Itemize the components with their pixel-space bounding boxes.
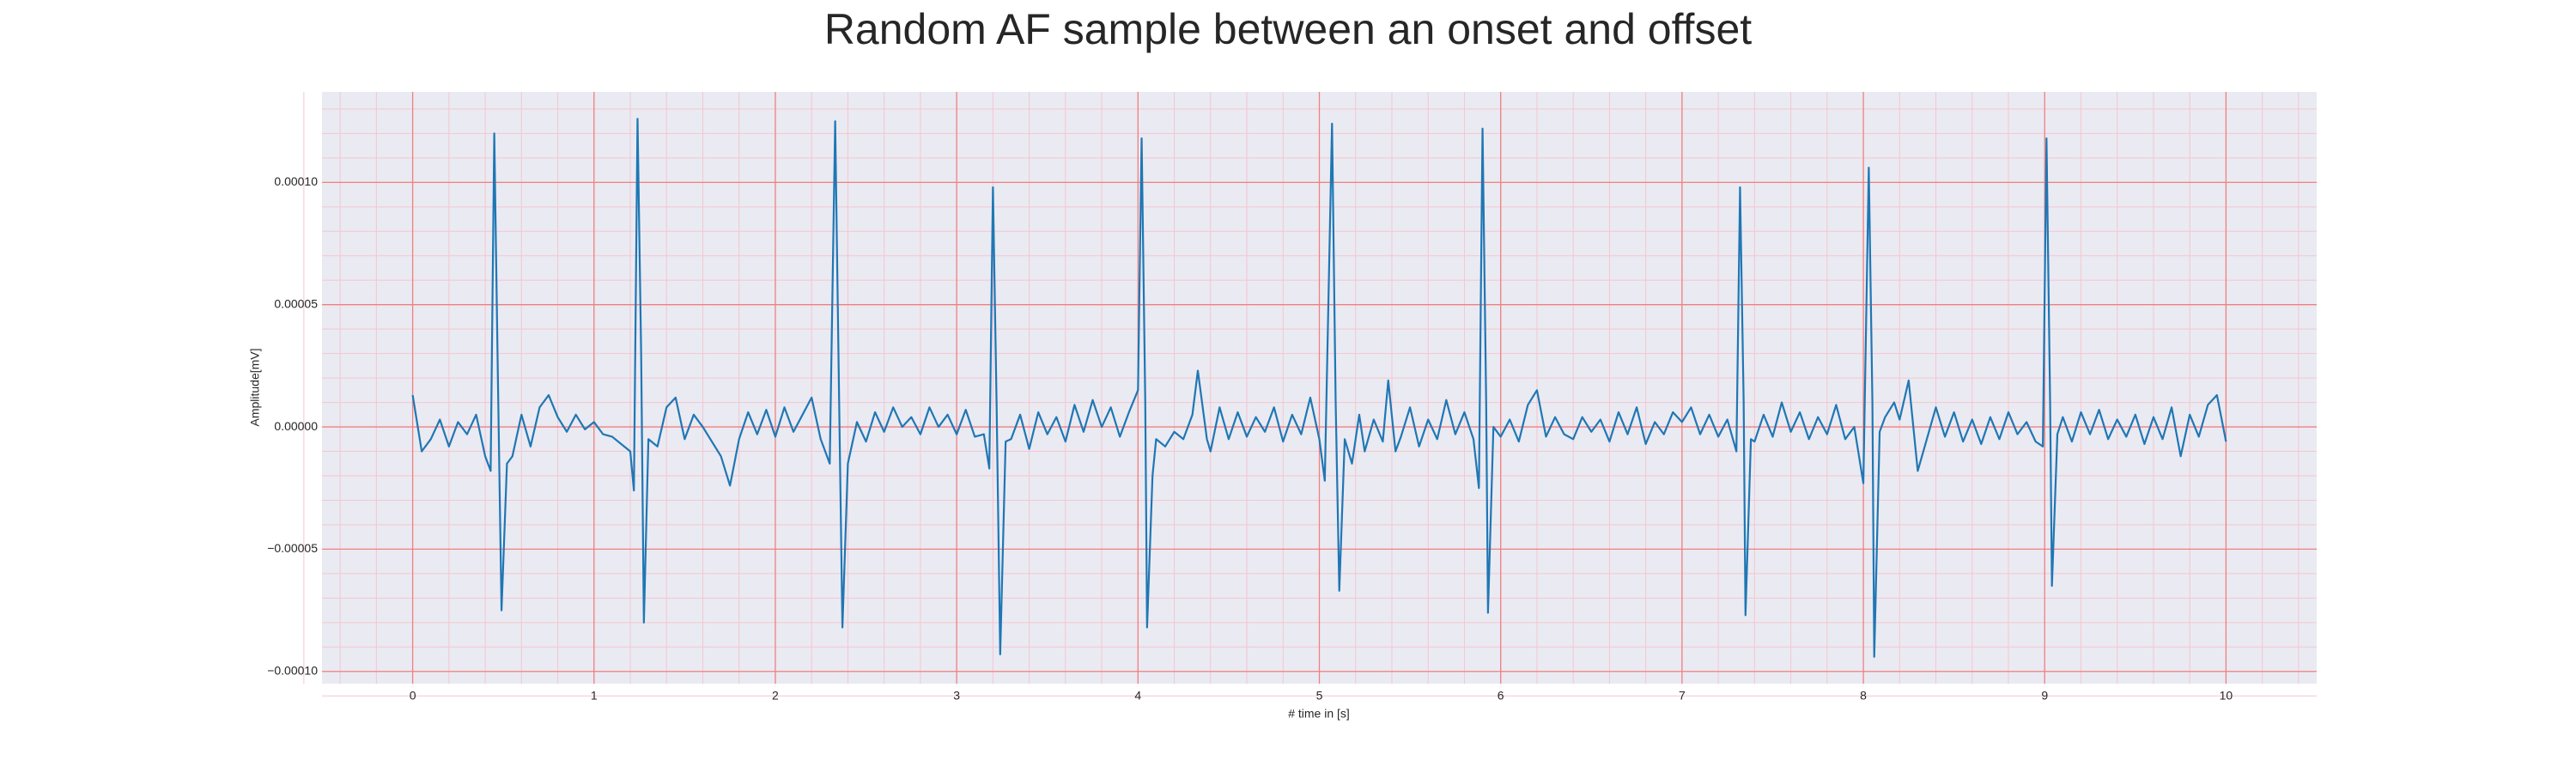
y-tick-label: −0.00010 (267, 663, 318, 677)
x-tick-label: 2 (772, 689, 779, 703)
y-tick-label: 0.00010 (274, 174, 318, 188)
x-tick-label: 1 (591, 689, 598, 703)
x-tick-label: 6 (1498, 689, 1504, 703)
y-axis-label: Amplitude[mV] (248, 348, 262, 426)
y-tick-label: 0.00000 (274, 419, 318, 433)
x-tick-label: 4 (1134, 689, 1141, 703)
x-tick-label: 10 (2220, 689, 2233, 703)
x-tick-label: 8 (1860, 689, 1867, 703)
x-tick-label: 7 (1679, 689, 1686, 703)
major-grid (322, 92, 2317, 684)
x-tick-label: 9 (2041, 689, 2048, 703)
y-tick-label: 0.00005 (274, 296, 318, 310)
plot (411, 118, 2227, 658)
tick-labels: 0 1 2 3 4 5 6 7 8 9 10 −0.00010 −0.00005 0.00000 0.000… (267, 174, 2233, 703)
x-axis-label: # time in [s] (1288, 707, 1350, 721)
x-tick-label: 5 (1316, 689, 1323, 703)
x-tick-label: 3 (953, 689, 960, 703)
chart-title: Random AF sample between an onset and of… (824, 5, 1752, 53)
y-tick-label: −0.00005 (267, 541, 318, 555)
series-line (411, 118, 2227, 658)
x-tick-label: 0 (410, 689, 416, 703)
